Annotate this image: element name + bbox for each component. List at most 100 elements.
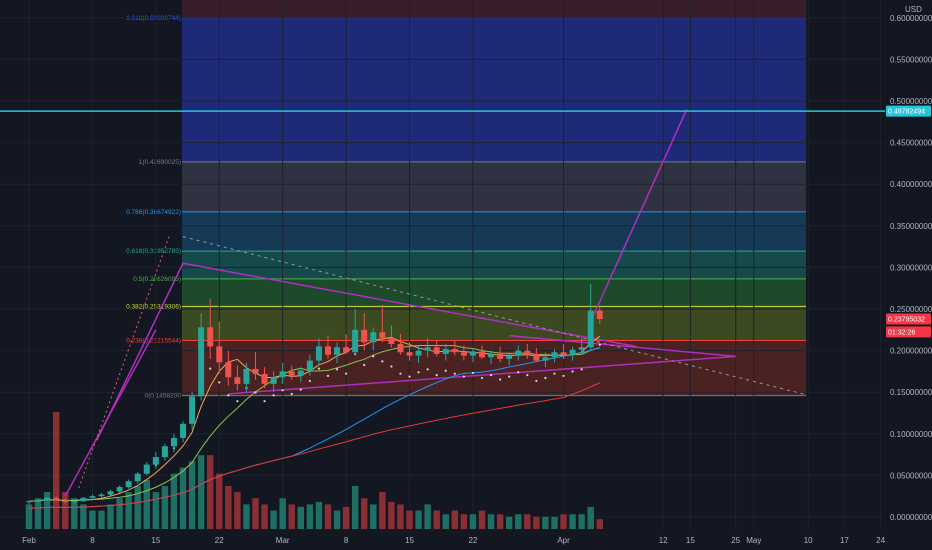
price-tick-label: 0.35000000 [890,222,932,231]
indicator-dot [390,365,393,368]
time-tick-label: 24 [876,536,885,545]
indicator-dot [345,372,348,375]
currency-label: USD [905,5,922,14]
trend-drawings[interactable] [64,109,807,497]
fibonacci-retracement[interactable]: 1.618(0.60000744)1(0.42690025)0.786(0.36… [126,0,806,400]
candle-body [62,500,69,503]
candle-body [216,346,223,363]
volume-bar [496,514,504,529]
time-tick-label: Mar [276,536,290,545]
candle-body [288,371,295,376]
volume-bar [125,492,132,529]
price-axis-panel[interactable] [885,0,932,550]
indicator-dot [480,376,484,380]
indicator-dot [227,394,230,397]
price-tick-label: 0.05000000 [890,471,932,480]
indicator-dot [236,400,239,403]
time-tick-label: 15 [686,536,695,545]
volume-bar [107,504,114,529]
price-tick-label: 0.55000000 [890,55,932,64]
indicator-dot [317,367,321,370]
candle-body [533,353,540,361]
volume-bar [288,504,295,529]
indicator-dot [290,392,293,396]
volume-bar [505,516,513,529]
candle-body [207,327,214,347]
indicator-dot [462,375,465,378]
volume-bar [170,473,178,529]
candle-body [116,487,123,492]
time-axis-panel[interactable] [0,531,932,550]
volume-bar [324,504,332,529]
moving-average-12 [28,344,600,502]
price-tag-box [886,105,931,117]
volume-bar [515,514,522,529]
volume-bar [134,485,141,529]
time-tick-label: 22 [468,536,477,545]
candle-body [161,446,168,458]
time-axis: Feb 8 15 22 Mar 8 15 22 Apr 12 15 25 May 10 17 24 [22,536,886,545]
fib-zone-0.236 [182,340,806,396]
candle-body [460,352,467,356]
candle-body [35,500,42,502]
indicator-dot [218,381,221,384]
volume-bar [188,461,196,529]
candle-body [397,343,404,353]
volume-bar [25,504,33,529]
indicator-dot [326,374,330,377]
price-tick-label: 0.30000000 [890,263,932,272]
volume-bar [315,501,323,529]
candle-body [442,348,449,354]
indicator-dot [272,394,275,397]
candle-body [569,349,576,355]
volume-bar [225,485,232,529]
volume-bar [478,510,486,529]
volume-bar [560,514,567,529]
indicator-dot [444,369,447,372]
volume-bar [207,455,214,529]
price-tag-box [886,313,931,325]
candle-body [225,362,232,378]
moving-average-5 [28,335,601,502]
volume-bar [397,504,404,529]
volume-bar [161,485,169,529]
projection-line [590,109,688,322]
indicator-dot [517,371,520,374]
volume-bar [596,519,603,529]
volume-bar [333,510,341,529]
indicator-dot [471,371,475,375]
time-tick-label: 15 [151,536,160,545]
candlestick-series [26,284,603,505]
candle-body [107,491,114,495]
candle-body [361,329,368,343]
fib-label-0.236: 0.236(0.21215544) [126,337,181,344]
indicator-dot [299,388,302,391]
time-tick-label: Apr [557,536,570,545]
volume-bar [587,506,594,529]
candle-body [596,310,603,319]
candle-body [451,348,458,353]
indicator-dot [399,372,402,375]
volume-bar [89,510,96,529]
volume-bar [252,498,259,529]
volume-bar [351,485,359,529]
volume-bar [451,510,459,529]
volume-bar [71,498,78,529]
fib-zone-0.5 [182,278,806,307]
indicator-dot [544,376,547,380]
volume-bar [578,514,585,529]
candle-body [80,497,87,502]
time-tick-label: Feb [22,536,36,545]
volume-bar [424,504,431,529]
candle-body [198,327,205,397]
fib-label-1: 1(0.42690025) [139,159,181,166]
candle-body [152,457,159,465]
fib-zone-0.618 [182,251,806,279]
candle-body [370,332,377,343]
volume-bar [243,504,250,529]
volume-bar [143,479,150,529]
candle-body [44,497,51,501]
volume-bar [487,514,495,529]
chart-grid [0,0,885,531]
